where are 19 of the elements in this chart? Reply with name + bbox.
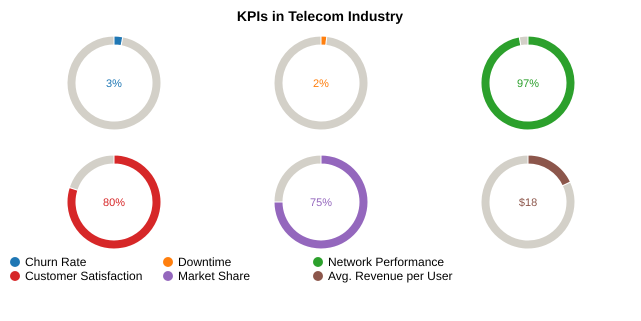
chart-title: KPIs in Telecom Industry <box>236 8 404 24</box>
donut-slice <box>480 36 576 130</box>
text: 80% <box>102 196 126 209</box>
text: 97% <box>516 78 540 90</box>
donut-slice <box>66 36 162 130</box>
legend-label: Customer Satisfaction <box>25 269 142 284</box>
donut-slice <box>66 154 162 250</box>
legend-label: Avg. Revenue per User <box>328 269 453 284</box>
text: $18 <box>518 196 538 209</box>
text: 75% <box>310 196 332 209</box>
legend-label: Downtime <box>178 255 232 270</box>
legend-label: Market Share <box>178 269 250 284</box>
text: 2% <box>313 78 330 90</box>
donut-slice <box>274 36 368 130</box>
donut-slice <box>274 154 368 250</box>
legend-label: Network Performance <box>328 255 444 270</box>
donut-slice <box>480 154 576 250</box>
text: 3% <box>106 78 122 90</box>
legend-label: Churn Rate <box>25 255 87 270</box>
